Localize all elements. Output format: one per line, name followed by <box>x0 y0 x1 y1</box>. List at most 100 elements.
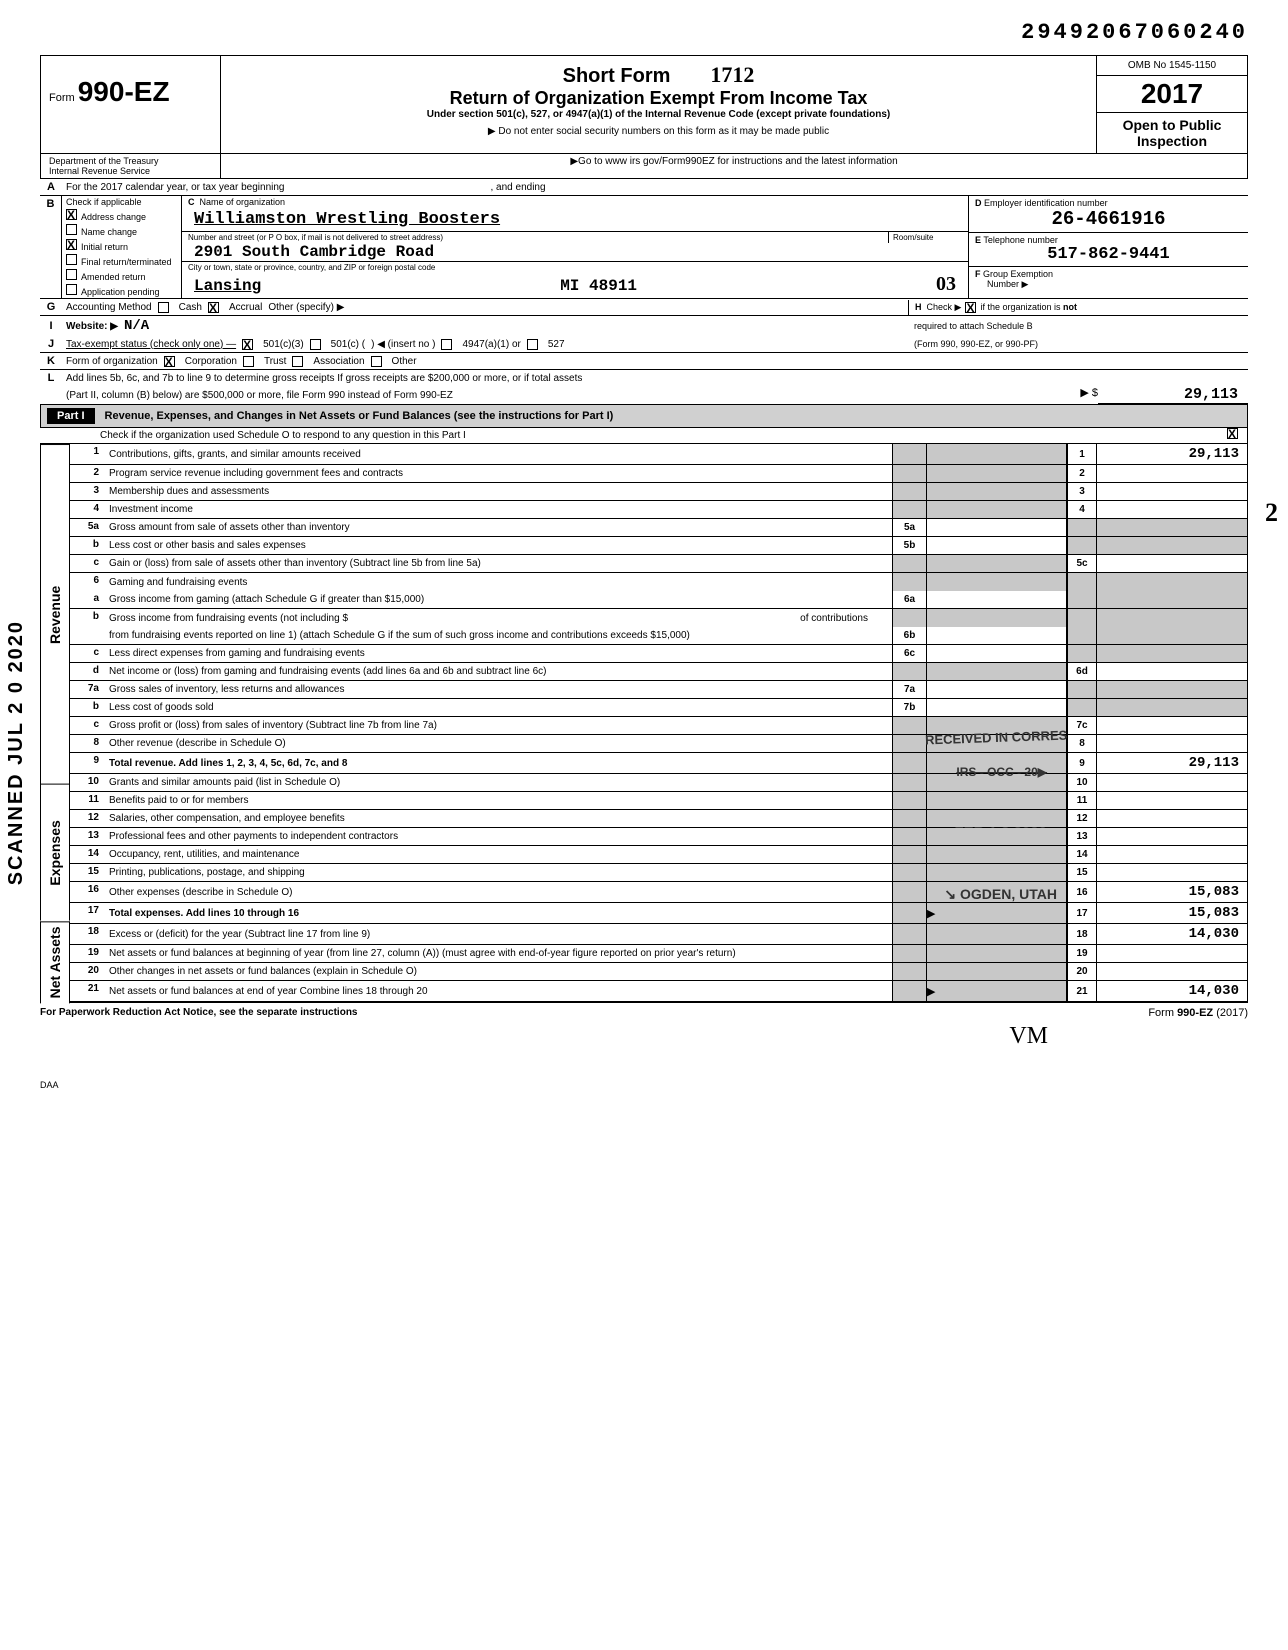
name-change-checkbox[interactable] <box>66 224 77 235</box>
right-info-block: D Employer identification number 26-4661… <box>968 196 1248 298</box>
line-4: 4Investment income4 <box>70 501 1247 519</box>
part-1-title: Revenue, Expenses, and Changes in Net As… <box>105 410 614 422</box>
j-letter: J <box>40 336 62 352</box>
city-label: City or town, state or province, country… <box>182 261 968 273</box>
goto-link: ▶Go to www irs gov/Form990EZ for instruc… <box>221 154 1247 178</box>
l-text-2: (Part II, column (B) below) are $500,000… <box>62 386 1028 404</box>
line-l: L Add lines 5b, 6c, and 7b to line 9 to … <box>40 370 1248 405</box>
schedule-o-checkbox[interactable] <box>1227 428 1238 439</box>
501c-checkbox[interactable] <box>310 339 321 350</box>
i-letter: I <box>40 318 62 334</box>
line-15: 15Printing, publications, postage, and s… <box>70 864 1247 882</box>
address-change-checkbox[interactable] <box>66 209 77 220</box>
other-specify-label: Other (specify) ▶ <box>268 302 344 313</box>
line-6c: cLess direct expenses from gaming and fu… <box>70 645 1247 663</box>
app-pending-label: Application pending <box>81 287 160 297</box>
line-7b: bLess cost of goods sold7b <box>70 699 1247 717</box>
line-13: 13Professional fees and other payments t… <box>70 828 1247 846</box>
line-6: 6Gaming and fundraising events <box>70 573 1247 591</box>
line-10: 10Grants and similar amounts paid (list … <box>70 774 1247 792</box>
app-pending-checkbox[interactable] <box>66 284 77 295</box>
line-a-ending: , and ending <box>490 182 545 193</box>
line-7c: cGross profit or (loss) from sales of in… <box>70 717 1247 735</box>
527-checkbox[interactable] <box>527 339 538 350</box>
line-a-letter: A <box>40 179 62 195</box>
line-7a: 7aGross sales of inventory, less returns… <box>70 681 1247 699</box>
line-5c: cGain or (loss) from sale of assets othe… <box>70 555 1247 573</box>
group-number-label: Number ▶ <box>975 279 1242 290</box>
street-label: Number and street (or P O box, if mail i… <box>182 232 888 243</box>
g-letter: G <box>40 299 62 315</box>
handwritten-code: 03 <box>936 273 956 296</box>
revenue-side-label: Revenue <box>40 444 70 784</box>
line-3: 3Membership dues and assessments3 <box>70 483 1247 501</box>
website-value: N/A <box>124 318 149 334</box>
h-text-end: (Form 990, 990-EZ, or 990-PF) <box>908 337 1248 351</box>
initial-return-checkbox[interactable] <box>66 239 77 250</box>
check-applicable-label: Check if applicable <box>62 196 181 208</box>
h-text-start: if the organization is not <box>980 302 1077 312</box>
part-1-sub: Check if the organization used Schedule … <box>40 428 1227 443</box>
other-org-checkbox[interactable] <box>371 356 382 367</box>
dept-irs: Internal Revenue Service <box>49 166 212 176</box>
form-id: Form 990-EZ <box>41 56 221 153</box>
line-5a: 5aGross amount from sale of assets other… <box>70 519 1247 537</box>
dept-treasury: Department of the Treasury <box>49 156 212 166</box>
501c3-checkbox[interactable] <box>242 339 253 350</box>
line-g: G Accounting Method Cash Accrual Other (… <box>40 299 1248 316</box>
line-9: 9Total revenue. Add lines 1, 2, 3, 4, 5c… <box>70 753 1247 774</box>
line-i: I Website: ▶ N/A required to attach Sche… <box>40 316 1248 336</box>
line-11: 11Benefits paid to or for members11 FEB … <box>70 792 1247 810</box>
corporation-checkbox[interactable] <box>164 356 175 367</box>
line-6b-1: bGross income from fundraising events (n… <box>70 609 1247 627</box>
form-title: Return of Organization Exempt From Incom… <box>231 88 1086 109</box>
other-org-label: Other <box>392 356 417 367</box>
handwritten-date: 1712 <box>710 62 754 88</box>
accrual-label: Accrual <box>229 302 262 313</box>
tax-year: 2017 <box>1097 76 1247 113</box>
document-number: 29492067060240 <box>40 20 1248 45</box>
name-address-block: C Name of organization Williamston Wrest… <box>182 196 968 298</box>
line-1: 1Contributions, gifts, grants, and simil… <box>70 444 1247 465</box>
501c-label: 501(c) ( <box>331 339 365 350</box>
phone-value: 517-862-9441 <box>975 245 1242 264</box>
accounting-method-label: Accounting Method <box>66 302 152 313</box>
line-5b: bLess cost or other basis and sales expe… <box>70 537 1247 555</box>
address-change-label: Address change <box>81 212 146 222</box>
line-18: 18Excess or (deficit) for the year (Subt… <box>70 924 1247 945</box>
form-of-org-label: Form of organization <box>66 356 158 367</box>
checkbox-column: Check if applicable Address change Name … <box>62 196 182 298</box>
cash-checkbox[interactable] <box>158 302 169 313</box>
group-exempt-label: Group Exemption <box>983 269 1053 279</box>
line-20: 20Other changes in net assets or fund ba… <box>70 963 1247 981</box>
part-1-table: Revenue Expenses Net Assets 1Contributio… <box>40 444 1248 1003</box>
accrual-checkbox[interactable] <box>208 302 219 313</box>
527-label: 527 <box>548 339 565 350</box>
501c3-label: 501(c)(3) <box>263 339 304 350</box>
amended-return-label: Amended return <box>81 272 146 282</box>
line-17: 17Total expenses. Add lines 10 through 1… <box>70 903 1247 924</box>
line-6b-2: from fundraising events reported on line… <box>70 627 1247 645</box>
signature: VM <box>40 1023 1248 1050</box>
l-spacer <box>40 386 62 404</box>
expenses-side-label: Expenses <box>40 784 70 921</box>
irs-occ-stamp: IRS - OCC - 20▶ <box>956 765 1047 779</box>
form-subtitle: Under section 501(c), 527, or 4947(a)(1)… <box>231 109 1086 120</box>
insert-no-label: ) ◀ (insert no ) <box>371 339 435 350</box>
line-19: 19Net assets or fund balances at beginni… <box>70 945 1247 963</box>
initial-return-label: Initial return <box>81 242 128 252</box>
year-block: OMB No 1545-1150 2017 Open to Public Ins… <box>1097 56 1247 153</box>
l-value: 29,113 <box>1098 386 1248 404</box>
h-checkbox[interactable] <box>965 302 976 313</box>
line-16: 16Other expenses (describe in Schedule O… <box>70 882 1247 903</box>
amended-return-checkbox[interactable] <box>66 269 77 280</box>
room-label: Room/suite <box>888 232 968 243</box>
l-letter: L <box>40 370 62 386</box>
final-return-checkbox[interactable] <box>66 254 77 265</box>
trust-checkbox[interactable] <box>243 356 254 367</box>
line-a-text: For the 2017 calendar year, or tax year … <box>66 182 284 193</box>
4947-checkbox[interactable] <box>441 339 452 350</box>
association-checkbox[interactable] <box>292 356 303 367</box>
city: Lansing <box>194 277 261 295</box>
line-21: 21Net assets or fund balances at end of … <box>70 981 1247 1003</box>
